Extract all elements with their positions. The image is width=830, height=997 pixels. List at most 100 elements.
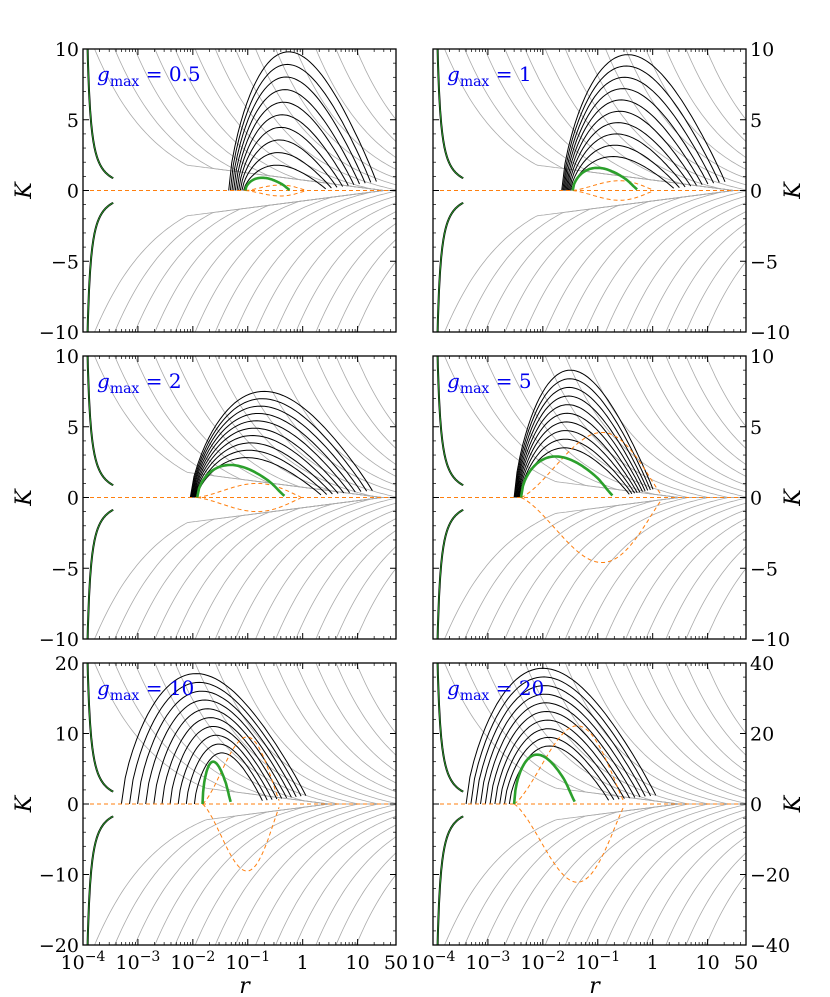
grey-curve bbox=[214, 49, 396, 191]
x-tick-label: 10−3 bbox=[116, 949, 161, 974]
y-tick-label: −20 bbox=[39, 935, 79, 957]
spike-lower bbox=[436, 201, 464, 332]
grey-curve bbox=[645, 211, 746, 332]
grey-curve bbox=[174, 49, 396, 191]
spike-upper-green bbox=[437, 663, 464, 793]
panel-label: gmax = 20 bbox=[447, 676, 544, 704]
x-tick-label: 10−4 bbox=[411, 949, 456, 974]
black-curve bbox=[234, 101, 355, 191]
black-curve bbox=[191, 413, 356, 498]
grey-curve bbox=[295, 663, 396, 784]
green-separatrix bbox=[195, 463, 286, 498]
black-curve bbox=[566, 110, 697, 191]
grey-curve bbox=[645, 518, 746, 639]
orange-dashed-curve bbox=[520, 432, 662, 498]
y-tick-label: 20 bbox=[55, 653, 79, 675]
x-tick-label: 10−2 bbox=[520, 949, 565, 974]
orange-dashed-curve bbox=[513, 725, 624, 805]
y-tick-label: 5 bbox=[750, 110, 762, 132]
grey-curve bbox=[665, 222, 746, 332]
black-curve bbox=[515, 386, 649, 498]
black-curve bbox=[562, 65, 720, 191]
black-curve bbox=[570, 144, 680, 191]
y-tick-label: 0 bbox=[67, 794, 79, 816]
grey-curve bbox=[315, 356, 396, 466]
grey-curve bbox=[355, 260, 396, 332]
plot-area bbox=[433, 663, 746, 945]
y-axis-label: K bbox=[12, 794, 37, 813]
spike-lower bbox=[86, 508, 114, 639]
black-curve bbox=[489, 710, 631, 805]
grey-curve bbox=[295, 211, 396, 332]
black-curve bbox=[499, 728, 620, 805]
black-curve bbox=[193, 427, 345, 498]
grey-curve bbox=[564, 49, 746, 191]
grey-curve bbox=[335, 545, 396, 639]
y-tick-label: 20 bbox=[750, 724, 774, 746]
grey-curve bbox=[295, 824, 396, 945]
black-curve bbox=[169, 726, 278, 805]
y-tick-label: 5 bbox=[67, 417, 79, 439]
grey-curve bbox=[234, 663, 396, 804]
y-axis-label: K bbox=[781, 181, 806, 200]
grey-curve bbox=[214, 803, 396, 945]
black-curve bbox=[571, 155, 675, 191]
grey-curve bbox=[625, 202, 746, 332]
green-separatrix bbox=[201, 760, 232, 805]
grey-curve bbox=[625, 49, 746, 179]
x-axis-label: r bbox=[239, 974, 251, 997]
y-tick-label: −5 bbox=[750, 251, 778, 273]
y-tick-label: −40 bbox=[750, 935, 790, 957]
spike-upper bbox=[436, 356, 464, 487]
spike-upper-green bbox=[87, 356, 114, 486]
x-tick-label: 50 bbox=[384, 952, 408, 974]
black-curve bbox=[231, 76, 366, 191]
black-curve bbox=[564, 88, 709, 191]
y-tick-label: −5 bbox=[51, 558, 79, 580]
grey-curve bbox=[194, 356, 396, 498]
spike-upper bbox=[86, 356, 114, 487]
grey-curve bbox=[665, 356, 746, 466]
spike-lower-green bbox=[87, 202, 114, 332]
black-curve bbox=[519, 438, 633, 498]
y-axis-label: K bbox=[781, 794, 806, 813]
x-tick-label: 50 bbox=[734, 952, 758, 974]
black-curve bbox=[519, 447, 630, 498]
black-curve bbox=[189, 390, 373, 498]
grey-curve bbox=[544, 356, 746, 498]
grey-curve bbox=[234, 804, 396, 945]
grey-curve bbox=[355, 356, 396, 428]
black-curve bbox=[177, 734, 273, 805]
grey-curve bbox=[605, 809, 746, 945]
grey-curve bbox=[315, 663, 396, 772]
black-curve bbox=[194, 442, 333, 498]
black-curve bbox=[517, 421, 638, 498]
grey-curve bbox=[355, 567, 396, 639]
y-tick-label: 40 bbox=[750, 653, 774, 675]
spike-lower-green bbox=[87, 509, 114, 639]
spike-lower-green bbox=[87, 815, 114, 945]
y-tick-label: −10 bbox=[39, 629, 79, 651]
black-curve bbox=[518, 430, 636, 498]
black-curve bbox=[513, 369, 654, 498]
grey-curve bbox=[544, 49, 746, 191]
y-tick-label: −5 bbox=[750, 558, 778, 580]
grey-curve bbox=[665, 49, 746, 159]
panel-label: gmax = 2 bbox=[97, 369, 182, 397]
grey-curve bbox=[665, 529, 746, 639]
grey-curve bbox=[335, 49, 396, 143]
orange-dashed-curve bbox=[197, 497, 301, 513]
green-separatrix bbox=[571, 166, 638, 191]
grey-curve bbox=[194, 190, 396, 332]
y-tick-label: 0 bbox=[67, 488, 79, 510]
grey-curve bbox=[255, 809, 396, 945]
black-curve bbox=[192, 420, 351, 498]
grey-curve bbox=[524, 356, 746, 498]
grey-curve bbox=[315, 49, 396, 159]
spike-lower-green bbox=[437, 815, 464, 945]
grey-curve bbox=[584, 356, 746, 498]
grey-curve bbox=[544, 663, 746, 805]
grey-curve bbox=[335, 852, 396, 945]
